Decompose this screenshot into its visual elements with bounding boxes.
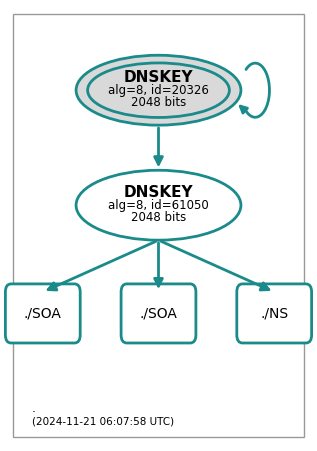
Text: ./SOA: ./SOA [24,306,62,321]
Text: alg=8, id=61050: alg=8, id=61050 [108,199,209,212]
Text: .: . [32,402,36,414]
Text: ./SOA: ./SOA [139,306,178,321]
FancyBboxPatch shape [237,284,312,343]
Text: 2048 bits: 2048 bits [131,212,186,224]
Text: 2048 bits: 2048 bits [131,97,186,109]
Text: (2024-11-21 06:07:58 UTC): (2024-11-21 06:07:58 UTC) [32,417,174,427]
FancyBboxPatch shape [5,284,80,343]
Ellipse shape [76,170,241,240]
Text: DNSKEY: DNSKEY [124,70,193,85]
FancyBboxPatch shape [121,284,196,343]
Text: alg=8, id=20326: alg=8, id=20326 [108,84,209,97]
Text: ./NS: ./NS [260,306,288,321]
Ellipse shape [76,55,241,125]
Text: DNSKEY: DNSKEY [124,185,193,200]
